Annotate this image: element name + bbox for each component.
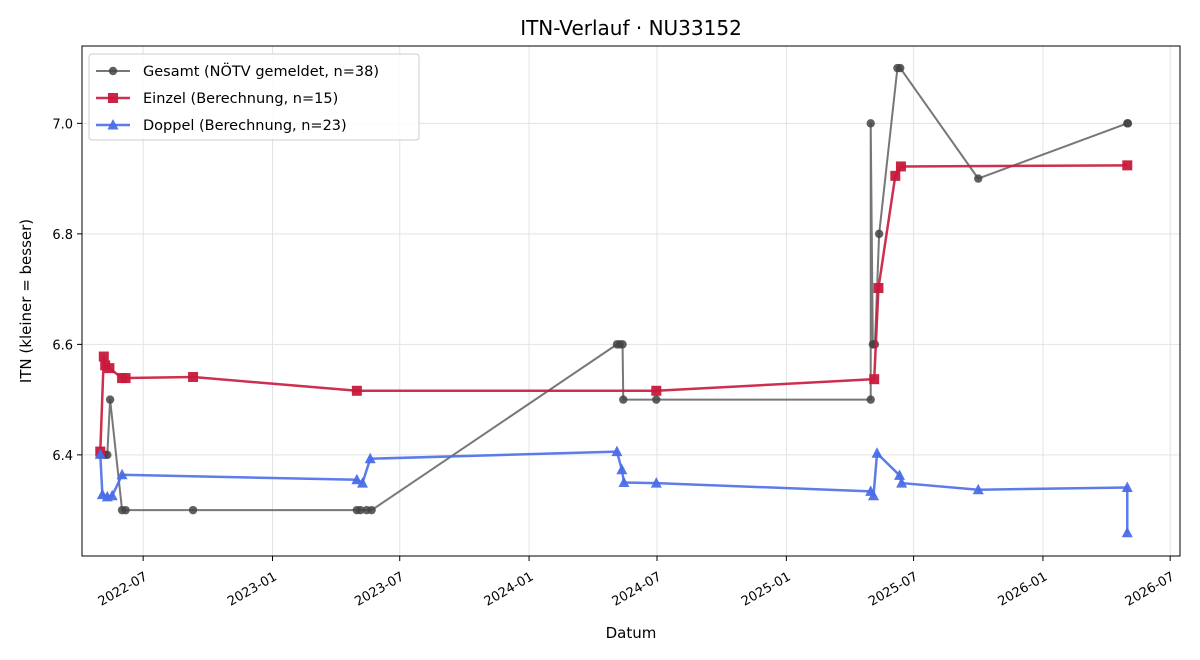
y-tick-label: 6.4 <box>52 449 73 464</box>
data-point <box>650 477 662 488</box>
data-point <box>896 63 905 73</box>
data-point <box>611 445 623 457</box>
y-tick-label: 7.0 <box>52 117 73 132</box>
legend-marker <box>108 93 118 103</box>
data-point <box>618 476 630 488</box>
data-point <box>618 340 627 349</box>
data-point <box>890 170 901 181</box>
y-tick-label: 6.8 <box>52 228 73 243</box>
data-point <box>351 473 363 485</box>
y-axis: 6.4 6.6 6.8 7.0 <box>52 117 82 464</box>
data-point <box>98 351 109 362</box>
data-point <box>874 229 884 239</box>
legend: Gesamt (NÖTV gemeldet, n=38) Einzel (Bere… <box>88 53 420 141</box>
series-layer <box>94 63 1133 538</box>
data-point <box>896 477 908 488</box>
data-point <box>1122 160 1133 171</box>
data-point <box>868 489 880 501</box>
data-point <box>356 477 368 488</box>
data-point <box>367 505 376 515</box>
data-point <box>974 174 983 183</box>
y-axis-label: ITN (kleiner = besser) <box>17 219 35 383</box>
legend-label: Gesamt (NÖTV gemeldet, n=38) <box>143 62 379 80</box>
data-point <box>616 463 628 475</box>
data-point <box>104 363 115 374</box>
data-point <box>105 395 115 404</box>
legend-marker <box>107 119 119 130</box>
data-point <box>1121 526 1133 538</box>
data-point <box>894 469 906 480</box>
legend-marker <box>108 66 118 76</box>
series-2 <box>95 160 1133 457</box>
data-point <box>188 505 198 515</box>
data-point <box>1123 119 1133 128</box>
data-point <box>120 373 131 384</box>
chart-title: ITN-Verlauf · NU33152 <box>520 16 742 40</box>
legend-label: Doppel (Berechnung, n=23) <box>143 118 347 134</box>
data-point <box>351 385 362 396</box>
legend-label: Einzel (Berechnung, n=15) <box>143 91 338 107</box>
data-point <box>652 395 661 404</box>
legend-frame <box>88 53 420 141</box>
data-point <box>356 505 365 515</box>
data-point <box>619 395 628 404</box>
x-axis-label: Datum <box>606 624 657 642</box>
data-point <box>116 468 128 480</box>
data-point <box>895 161 906 172</box>
plot-frame <box>81 45 1181 557</box>
data-point <box>866 119 875 128</box>
data-point <box>121 505 130 515</box>
data-point <box>188 371 199 382</box>
y-tick-label: 6.6 <box>52 338 73 353</box>
data-point <box>106 489 118 501</box>
series-3 <box>94 445 1133 538</box>
data-point <box>866 395 875 404</box>
data-point <box>972 483 984 495</box>
data-point <box>869 374 880 385</box>
data-point <box>873 283 884 294</box>
data-point <box>1121 481 1133 492</box>
series-1 <box>96 63 1133 515</box>
data-point <box>651 385 662 396</box>
data-point <box>364 452 376 464</box>
data-point <box>94 448 106 459</box>
data-point <box>871 447 883 458</box>
